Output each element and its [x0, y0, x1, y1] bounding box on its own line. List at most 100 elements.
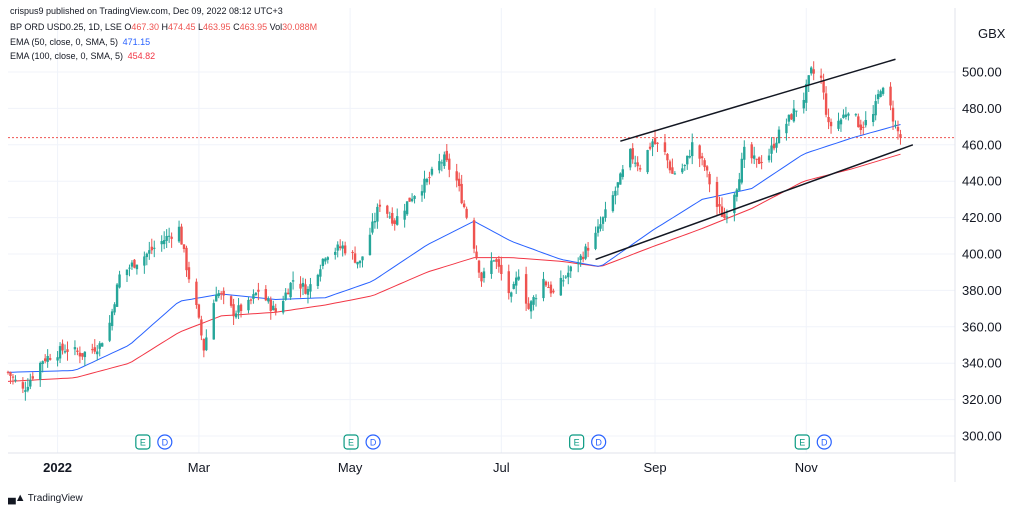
candle-body	[720, 206, 724, 217]
time-axis[interactable]: 2022 Mar May Jul Sep Nov	[43, 460, 818, 475]
candle-body	[133, 259, 136, 268]
candle-body	[39, 362, 42, 380]
price-tick-label: 360.00	[962, 319, 1002, 334]
candle-body	[101, 343, 104, 347]
candle-body	[386, 205, 389, 214]
candle-body	[879, 91, 882, 97]
candle-body	[286, 292, 290, 295]
candle-body	[889, 86, 892, 106]
candle-body	[601, 217, 605, 224]
candle-body	[802, 99, 805, 109]
time-tick-label: Jul	[493, 460, 510, 475]
grid	[8, 8, 955, 453]
time-tick-label: Mar	[188, 460, 211, 475]
candle-body	[691, 142, 694, 157]
candle-body	[128, 267, 131, 269]
candle-body	[425, 178, 429, 183]
candle-body	[76, 350, 79, 352]
candle-body	[334, 251, 337, 255]
candle-body	[807, 75, 810, 85]
candle-body	[31, 376, 34, 379]
candle-body	[98, 343, 101, 349]
close-value: 463.95	[239, 22, 268, 32]
candle-body	[205, 337, 208, 351]
earnings-label: E	[140, 438, 146, 448]
candle-body	[78, 352, 82, 357]
candle-body	[130, 262, 134, 267]
candle-body	[500, 264, 503, 274]
candle-body	[83, 351, 87, 358]
candle-body	[544, 281, 548, 286]
candle-body	[718, 204, 721, 207]
low-value: 463.95	[203, 22, 231, 32]
candle-body	[301, 282, 305, 287]
candle-body	[891, 107, 895, 122]
candle-body	[534, 298, 538, 300]
candle-body	[512, 283, 515, 289]
candle-body	[698, 145, 701, 159]
candle-body	[735, 189, 739, 197]
candle-body	[6, 371, 10, 373]
price-tick-label: 460.00	[962, 137, 1002, 152]
candle-body	[212, 303, 215, 340]
channel-lower-line[interactable]	[595, 144, 914, 261]
candle-body	[740, 158, 744, 183]
candle-body	[829, 121, 833, 127]
candle-body	[110, 311, 114, 327]
candle-body	[145, 253, 149, 258]
dividend-label: D	[370, 438, 377, 448]
candle-body	[562, 280, 565, 282]
candle-body	[750, 144, 753, 159]
candle-body	[219, 293, 223, 295]
symbol-title: BP ORD USD0.25, 1D, LSE	[10, 22, 122, 32]
candle-body	[269, 299, 272, 311]
candle-body	[638, 168, 642, 170]
price-tick-label: 480.00	[962, 101, 1002, 116]
candle-body	[482, 271, 486, 279]
candle-body	[579, 255, 582, 260]
candle-body	[564, 276, 567, 278]
candle-body	[182, 244, 186, 249]
candle-body	[388, 216, 391, 218]
candle-body	[274, 308, 277, 313]
candle-body	[862, 126, 865, 128]
price-tick-label: 420.00	[962, 210, 1002, 225]
close-label: C	[233, 22, 240, 32]
candle-body	[844, 114, 848, 117]
candle-body	[448, 158, 451, 170]
candle-body	[475, 251, 478, 259]
candle-body	[237, 305, 240, 313]
candle-body	[202, 338, 206, 351]
candle-body	[824, 93, 828, 115]
trend-channel[interactable]	[595, 58, 914, 261]
candle-body	[289, 282, 292, 298]
candle-body	[576, 263, 580, 265]
candle-body	[646, 150, 649, 173]
candle-body	[378, 204, 382, 207]
candle-body	[472, 220, 476, 249]
candle-body	[299, 283, 302, 289]
ema-50-line	[7, 124, 901, 373]
ema-100-line	[7, 153, 901, 382]
price-tick-label: 340.00	[962, 356, 1002, 371]
candle-body	[304, 284, 307, 294]
candle-body	[569, 266, 572, 272]
low-label: L	[198, 22, 204, 32]
candle-body	[455, 171, 458, 181]
channel-upper-line[interactable]	[620, 58, 896, 142]
price-axis[interactable]: 300.00 320.00 340.00 360.00 380.00 400.00 420.…	[962, 65, 1002, 444]
ema100-legend: EMA (100, close, 0, SMA, 5) 454.82	[10, 51, 155, 61]
candle-body	[611, 195, 615, 212]
candle-body	[284, 292, 287, 300]
candle-body	[688, 156, 691, 158]
candle-body	[599, 224, 602, 229]
candle-body	[376, 206, 379, 222]
candle-body	[619, 173, 622, 185]
candle-body	[267, 298, 270, 302]
tradingview-logo[interactable]: ▄▲ TradingView	[8, 492, 83, 504]
candle-body	[319, 269, 322, 277]
candle-body	[795, 110, 798, 112]
candle-body	[113, 304, 116, 313]
candle-body	[423, 178, 426, 193]
